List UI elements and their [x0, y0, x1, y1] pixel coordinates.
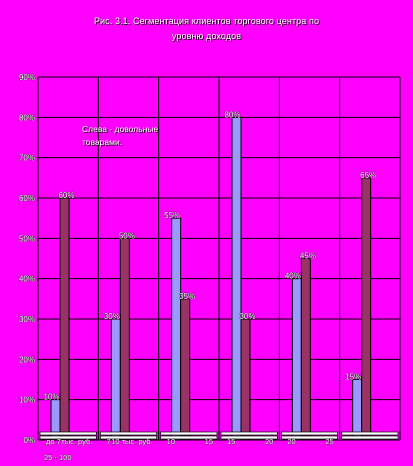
base-stripe	[160, 435, 218, 440]
bar-s2-10-15	[180, 298, 191, 441]
annotation-line-2: товарами.	[82, 137, 123, 147]
y-tick-label: 50%	[19, 234, 35, 243]
bar-s1-20-25	[291, 278, 302, 441]
bar-s1-10-15	[171, 217, 182, 441]
data-label: 30%	[239, 312, 255, 321]
x-tick-label: до 7	[46, 437, 61, 446]
base-stripe	[220, 435, 278, 440]
bars-layer	[39, 116, 399, 441]
data-label: 45%	[300, 252, 316, 261]
x-tick-label: тыс. руб.	[61, 437, 92, 446]
x-tick-label: 10 тыс. руб.	[111, 437, 152, 446]
data-label: 35%	[179, 292, 195, 301]
base-stripe	[220, 431, 278, 436]
base-stripe	[99, 435, 158, 440]
base-stripe	[39, 431, 97, 436]
bar-s2-7-10	[119, 237, 130, 441]
labels-layer: 10% 60% 30% 50% 55% 35% 80% 30% 40% 45% 15% 65%	[43, 110, 376, 402]
y-tick-label: 60%	[19, 194, 35, 203]
bar-s1-15-20	[231, 116, 242, 441]
data-label: 30%	[104, 312, 120, 321]
base-stripe	[39, 435, 97, 440]
data-label: 15%	[345, 373, 361, 382]
y-tick-label: 80%	[19, 113, 35, 122]
bar-s2-15-20	[240, 318, 251, 441]
annotation: Слева - довольные товарами.	[82, 123, 197, 149]
y-tick-label: 90%	[19, 73, 35, 82]
data-label: 10%	[43, 393, 59, 402]
axis-layer: 0% 10% 20% 30% 40% 50% 60% 70% 80% 90% до 7 тыс. ру…	[19, 73, 334, 463]
grid-layer	[37, 76, 401, 441]
x-tick-label: 25	[325, 437, 333, 446]
x-tick-label: 25 - 100	[44, 453, 72, 462]
y-tick-label: 20%	[19, 355, 35, 364]
x-tick-label: 7	[106, 437, 110, 446]
y-tick-label: 40%	[19, 275, 35, 284]
x-tick-label: 20	[265, 437, 273, 446]
y-tick-label: 30%	[19, 315, 35, 324]
x-tick-label: 20	[287, 437, 295, 446]
bar-s1-25-100	[352, 379, 363, 441]
bar-s2-20-25	[300, 258, 311, 441]
data-label: 65%	[360, 171, 376, 180]
base-stripe	[341, 435, 399, 440]
y-tick-label: 70%	[19, 154, 35, 163]
y-tick-label: 10%	[19, 396, 35, 405]
base-stripe	[280, 435, 339, 440]
data-label: 60%	[58, 191, 74, 200]
base-stripe	[160, 431, 218, 436]
data-label: 40%	[285, 272, 301, 281]
data-label: 50%	[119, 231, 135, 240]
x-tick-label: 10	[167, 437, 175, 446]
bar-s1-7-10	[110, 318, 121, 441]
base-stripe	[99, 431, 158, 436]
y-tick-label: 0%	[23, 436, 35, 445]
base-stripe	[280, 431, 339, 436]
annotation-line-1: Слева - довольные	[82, 124, 159, 134]
chart-title-line-1: Рис. 3.1. Сегментация клиентов торгового…	[93, 16, 320, 26]
bar-s2-25-100	[361, 177, 372, 441]
base-stripe	[341, 431, 399, 436]
data-label: 55%	[164, 211, 180, 220]
x-tick-label: 15	[227, 437, 235, 446]
bar-s2-до7	[59, 197, 70, 441]
x-tick-label: 15	[205, 437, 213, 446]
chart-title-line-2: уровню доходов	[171, 31, 242, 41]
data-label: 80%	[224, 110, 240, 119]
